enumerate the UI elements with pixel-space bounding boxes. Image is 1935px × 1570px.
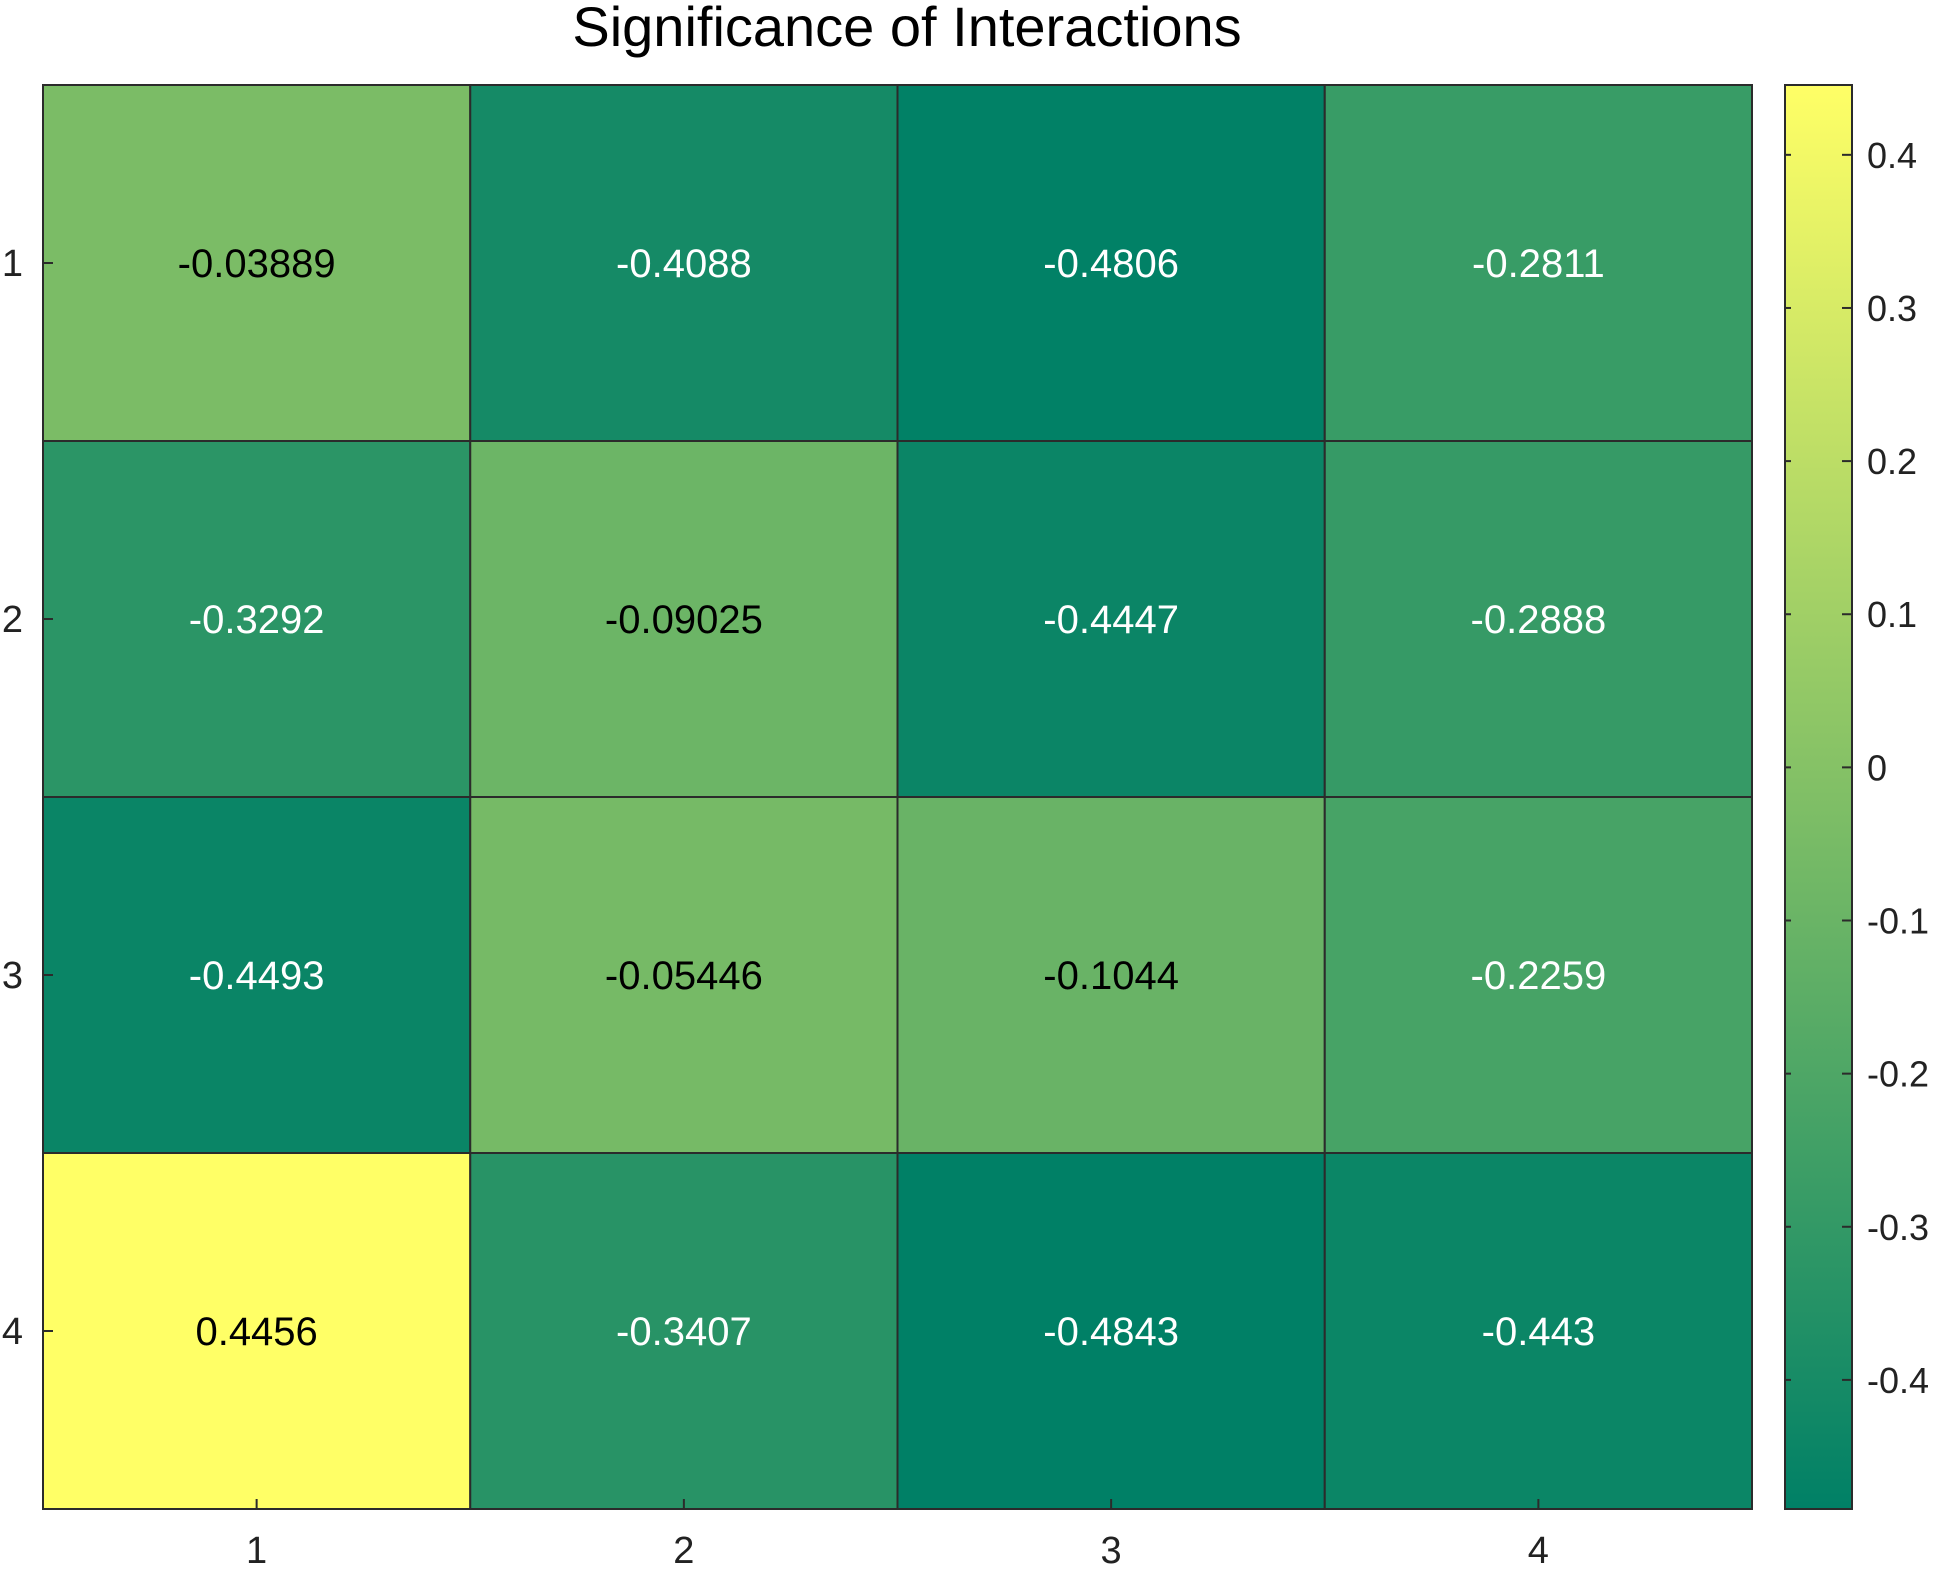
heatmap-cell-r3-c2	[469, 796, 899, 1154]
y-tick-label: 2	[2, 599, 23, 641]
colorbar-tick-label: 0.3	[1867, 288, 1917, 329]
chart-title: Significance of Interactions	[572, 0, 1241, 58]
heatmap-cell-r3-c4	[1323, 796, 1753, 1154]
cell-value-label: -0.4843	[1043, 1310, 1179, 1354]
cell-value-label: -0.09025	[605, 598, 763, 642]
x-tick-label: 3	[1101, 1530, 1122, 1570]
cell-value-label: -0.4088	[616, 242, 752, 286]
heatmap-cell-r4-c2	[469, 1152, 899, 1510]
colorbar-tick-label: 0.2	[1867, 441, 1917, 482]
colorbar-gradient	[1784, 84, 1853, 1510]
x-tick-label: 4	[1528, 1530, 1549, 1570]
cell-value-label: -0.05446	[605, 954, 763, 998]
colorbar-tick-label: 0.4	[1867, 135, 1917, 176]
colorbar-tick-label: -0.3	[1867, 1207, 1929, 1248]
cell-value-label: 0.4456	[195, 1310, 317, 1354]
cell-value-label: -0.3292	[189, 598, 325, 642]
heatmap-cells	[42, 84, 1753, 1510]
heatmap-cell-r1-c3	[896, 84, 1326, 442]
cell-value-label: -0.1044	[1043, 954, 1179, 998]
heatmap-cell-r2-c4	[1323, 440, 1753, 798]
cell-value-label: -0.4447	[1043, 598, 1179, 642]
heatmap-cell-r2-c3	[896, 440, 1326, 798]
colorbar-tick-label: -0.2	[1867, 1054, 1929, 1095]
cell-value-label: -0.2888	[1471, 598, 1607, 642]
heatmap-cell-r1-c2	[469, 84, 899, 442]
colorbar: 0.4 0.3 0.2 0.1 0 -0.1 -0.2 -0.3 -0.4	[1784, 84, 1929, 1510]
y-axis-ticks: 1 2 3 4	[2, 243, 53, 1353]
heatmap-cell-r1-c4	[1323, 84, 1753, 442]
colorbar-tick-label: 0.1	[1867, 594, 1917, 635]
x-tick-label: 2	[673, 1530, 694, 1570]
cell-value-label: -0.2259	[1471, 954, 1607, 998]
cell-value-label: -0.4806	[1043, 242, 1179, 286]
heatmap-cell-r4-c3	[896, 1152, 1326, 1510]
cell-value-label: -0.03889	[178, 242, 336, 286]
y-tick-label: 4	[2, 1311, 23, 1353]
heatmap-cell-r1-c1	[42, 84, 472, 442]
heatmap-cell-r2-c2	[469, 440, 899, 798]
cell-value-label: -0.2811	[1472, 242, 1605, 286]
heatmap-cell-r4-c1	[42, 1152, 472, 1510]
x-axis-ticks: 1 2 3 4	[246, 1499, 1549, 1570]
y-tick-label: 3	[2, 955, 23, 997]
heatmap-cell-r2-c1	[42, 440, 472, 798]
heatmap-cell-r4-c4	[1323, 1152, 1753, 1510]
colorbar-tick-label: -0.1	[1867, 901, 1929, 942]
y-tick-label: 1	[2, 243, 23, 285]
cell-value-label: -0.443	[1482, 1310, 1595, 1354]
colorbar-tick-label: -0.4	[1867, 1360, 1929, 1401]
x-tick-label: 1	[246, 1530, 267, 1570]
cell-value-label: -0.4493	[189, 954, 325, 998]
colorbar-tick-label: 0	[1867, 747, 1887, 788]
cell-value-label: -0.3407	[616, 1310, 752, 1354]
heatmap-value-labels: -0.03889 -0.4088 -0.4806 -0.2811 -0.3292 -0.0…	[178, 242, 1607, 1354]
